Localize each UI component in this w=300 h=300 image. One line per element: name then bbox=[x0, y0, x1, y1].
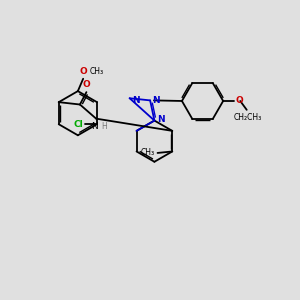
Text: O: O bbox=[236, 97, 243, 106]
Text: N: N bbox=[152, 97, 160, 106]
Text: O: O bbox=[80, 68, 88, 76]
Text: CH₃: CH₃ bbox=[141, 148, 155, 158]
Text: O: O bbox=[82, 80, 90, 89]
Text: N: N bbox=[132, 95, 140, 104]
Text: Cl: Cl bbox=[73, 120, 83, 129]
Text: H: H bbox=[101, 122, 107, 130]
Text: CH₂CH₃: CH₂CH₃ bbox=[233, 113, 261, 122]
Text: N: N bbox=[92, 122, 98, 131]
Text: N: N bbox=[158, 115, 165, 124]
Text: CH₃: CH₃ bbox=[90, 67, 104, 76]
